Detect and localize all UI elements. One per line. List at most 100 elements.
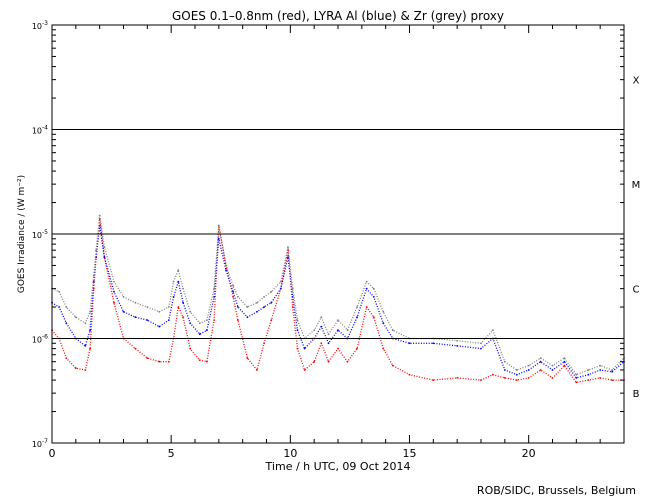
series-2-point (206, 319, 208, 321)
series-0-point (372, 316, 375, 319)
y-axis: 10-7 10-6 10-5 10-4 10-3 (32, 20, 624, 449)
y-tick-label: 10-3 (32, 20, 48, 31)
x-tick-label: 15 (403, 447, 417, 460)
series-1-point (270, 301, 273, 304)
y-tick-label: 10-6 (32, 334, 48, 345)
series-2-point (158, 310, 161, 313)
series-0-point (408, 373, 411, 376)
series-1-point (158, 325, 161, 328)
series-0-point (89, 347, 91, 350)
series-2-point (263, 296, 265, 298)
series-1-point (182, 301, 185, 304)
series-0-point (74, 367, 77, 370)
series-0-point (515, 379, 518, 381)
series-2-point (365, 280, 368, 283)
series-1-point (92, 280, 95, 283)
series-1-point (527, 369, 530, 371)
series-0-point (189, 347, 192, 350)
series-2-point (372, 287, 375, 290)
series-1-point (551, 369, 554, 371)
series-1-point (372, 296, 375, 298)
series-2-point (337, 319, 339, 321)
series-0-point (296, 347, 299, 350)
series-0-point (346, 360, 349, 363)
series-0-point (327, 360, 330, 363)
series-1-point (611, 370, 613, 373)
series-line-0 (51, 218, 624, 384)
series-1-point (382, 322, 385, 325)
series-0-point (167, 360, 170, 363)
series-2-point (84, 322, 87, 325)
series-2-point (551, 364, 554, 367)
series-0-point (213, 319, 216, 321)
series-2-point (122, 296, 125, 298)
series-2-point (92, 274, 95, 277)
series-2-point (65, 306, 68, 308)
series-0-point (182, 316, 185, 319)
series-2-point (74, 316, 77, 319)
y-tick-label: 10-5 (32, 229, 48, 240)
series-line-1 (51, 225, 625, 379)
series-1-point (213, 296, 216, 298)
series-2-point (134, 301, 137, 304)
flare-class-label: B (633, 389, 640, 400)
series-2-point (587, 369, 590, 371)
chart-title: GOES 0.1–0.8nm (red), LYRA Al (blue) & Z… (172, 9, 504, 23)
x-tick-label: 20 (522, 447, 536, 460)
series-1-point (327, 342, 330, 345)
series-1-point (303, 347, 306, 350)
series-0-point (320, 342, 323, 345)
series-2 (51, 214, 625, 376)
series-1-point (587, 373, 590, 376)
series-2-point (182, 287, 185, 290)
series-0-point (480, 379, 482, 381)
series-0-point (237, 319, 239, 321)
y-tick-label: 10-4 (32, 125, 48, 136)
series-1-point (189, 322, 192, 325)
series-2-point (246, 306, 249, 308)
series-2-point (313, 329, 316, 332)
series-2-point (172, 280, 175, 283)
series-2-point (327, 333, 330, 336)
series-layer (51, 214, 625, 384)
series-0-point (134, 347, 137, 350)
series-0-point (456, 377, 459, 379)
series-0-point (391, 364, 394, 367)
series-2-point (382, 310, 385, 313)
series-1-point (356, 316, 358, 319)
series-1-point (84, 345, 87, 347)
series-0-point (146, 357, 149, 359)
series-0-point (432, 379, 435, 381)
series-0-point (84, 369, 87, 371)
series-1-point (113, 290, 115, 293)
series-2-point (563, 357, 566, 359)
series-2-point (256, 301, 258, 304)
series-0-point (313, 360, 316, 363)
series-2-point (503, 360, 506, 363)
x-tick-label: 0 (49, 447, 56, 460)
series-0-point (503, 377, 506, 379)
series-1-point (563, 360, 566, 363)
series-1-point (58, 306, 60, 308)
series-0-point (365, 306, 368, 308)
series-2-point (237, 296, 239, 298)
series-2-point (539, 357, 542, 359)
series-1-point (432, 342, 435, 345)
series-1-point (89, 329, 91, 332)
series-1-point (167, 319, 170, 321)
series-0-point (492, 373, 494, 376)
series-1-point (134, 316, 137, 319)
series-0-point (551, 377, 554, 379)
series-0-point (356, 347, 358, 350)
series-1-point (206, 329, 208, 332)
series-1-point (365, 287, 368, 290)
series-0-point (527, 377, 530, 379)
series-2-point (177, 269, 180, 272)
series-1-point (515, 373, 518, 376)
series-0-point (539, 369, 542, 371)
series-0-point (303, 369, 306, 371)
series-0-point (65, 357, 68, 359)
series-0-point (206, 360, 208, 363)
series-2-point (189, 310, 192, 313)
